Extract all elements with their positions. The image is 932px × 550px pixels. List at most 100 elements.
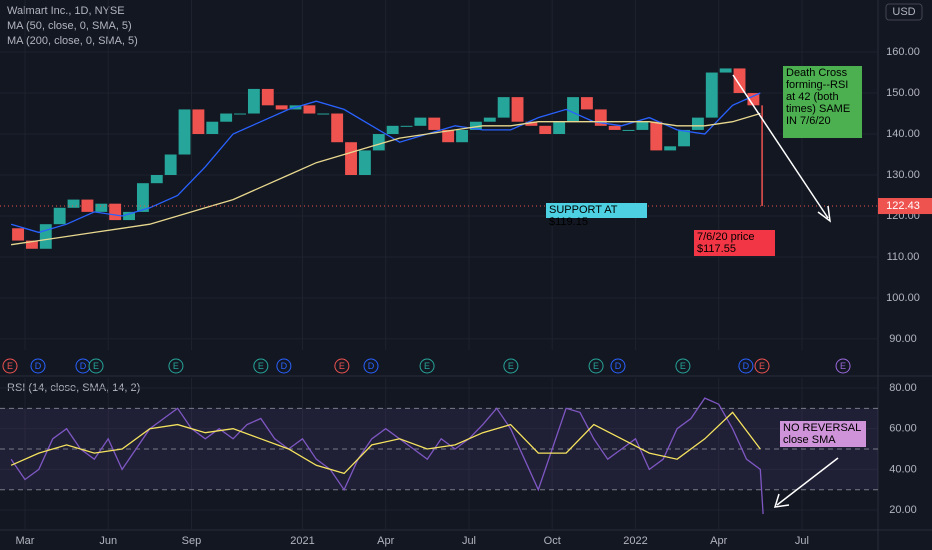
candle [178, 109, 191, 155]
x-tick-label: Mar [15, 535, 34, 547]
candle [12, 228, 24, 241]
last-price-box [878, 198, 932, 215]
annotation: 7/6/20 price $117.55 [694, 230, 775, 256]
candle [456, 129, 468, 143]
candle [345, 142, 357, 175]
candle [622, 129, 635, 131]
candle [414, 117, 427, 126]
currency: USD [892, 6, 915, 18]
x-tick-label: Jun [99, 535, 117, 547]
y-tick-label: 40.00 [889, 463, 917, 475]
event-marker [168, 358, 184, 374]
x-tick-label: Jul [462, 535, 476, 547]
candle [109, 203, 122, 221]
event-label: E [173, 361, 179, 371]
series-line [10, 397, 764, 515]
event-label: E [593, 361, 599, 371]
candle [525, 121, 538, 126]
candle [428, 117, 441, 130]
event-label: E [93, 361, 99, 371]
y-tick-label: 20.00 [889, 504, 917, 516]
candle [761, 105, 763, 207]
candle [553, 121, 566, 135]
annotation: SUPPORT AT $119.15 [546, 203, 647, 228]
currency-box[interactable] [885, 3, 923, 21]
candle [358, 150, 371, 175]
candle [25, 240, 38, 249]
candle [164, 154, 177, 175]
candle [747, 93, 760, 106]
event-marker [2, 358, 18, 374]
event-label: D [615, 361, 622, 371]
event-label: E [424, 361, 430, 371]
candle [150, 175, 163, 184]
candle [511, 97, 524, 122]
x-tick-label: Jul [795, 535, 809, 547]
event-marker [588, 358, 604, 374]
y-tick-label: 130.00 [886, 169, 920, 181]
event-marker [253, 358, 269, 374]
event-label: E [258, 361, 264, 371]
arrow [776, 457, 839, 506]
candle [331, 113, 344, 143]
rsi-band [0, 408, 878, 490]
series-line [11, 112, 761, 246]
candle [608, 125, 621, 130]
event-marker [30, 358, 46, 374]
x-tick-label: Apr [710, 535, 727, 547]
event-marker [419, 358, 435, 374]
candle [247, 88, 260, 114]
candle [317, 113, 330, 115]
x-tick-label: 2021 [290, 535, 314, 547]
candle [53, 207, 66, 225]
series-line [10, 411, 761, 475]
candle [469, 121, 482, 130]
event-marker [334, 358, 350, 374]
event-label: E [840, 361, 846, 371]
y-tick-label: 100.00 [886, 292, 920, 304]
candle [206, 121, 219, 135]
event-marker [88, 358, 104, 374]
y-tick-label: 140.00 [886, 128, 920, 140]
arrow-head [817, 205, 831, 223]
candle [650, 121, 663, 151]
event-label: E [508, 361, 514, 371]
event-marker [675, 358, 691, 374]
candle [136, 183, 149, 212]
event-marker [503, 358, 519, 374]
event-marker [835, 358, 851, 374]
x-tick-label: Sep [182, 535, 202, 547]
y-tick-label: 80.00 [889, 382, 917, 394]
event-marker [610, 358, 626, 374]
event-label: D [743, 361, 750, 371]
candle [67, 199, 80, 208]
last-price: 122.43 [886, 200, 920, 212]
candle [580, 97, 593, 110]
candle [95, 203, 108, 212]
event-label: D [35, 361, 42, 371]
event-label: E [759, 361, 765, 371]
candle [442, 129, 455, 143]
candle [705, 72, 718, 118]
candle [123, 211, 135, 221]
event-marker [738, 358, 754, 374]
event-label: D [281, 361, 288, 371]
event-marker [276, 358, 292, 374]
y-tick-label: 150.00 [886, 87, 920, 99]
candle [636, 121, 649, 130]
candle [372, 134, 385, 151]
x-tick-label: 2022 [623, 535, 647, 547]
arrow [732, 74, 829, 219]
arrow-head [773, 493, 790, 508]
candle [81, 199, 94, 212]
candle [733, 68, 746, 94]
candle [386, 125, 399, 135]
candle [192, 109, 205, 135]
event-label: D [80, 361, 87, 371]
event-label: E [339, 361, 345, 371]
candle [594, 109, 607, 126]
candle [678, 129, 690, 147]
